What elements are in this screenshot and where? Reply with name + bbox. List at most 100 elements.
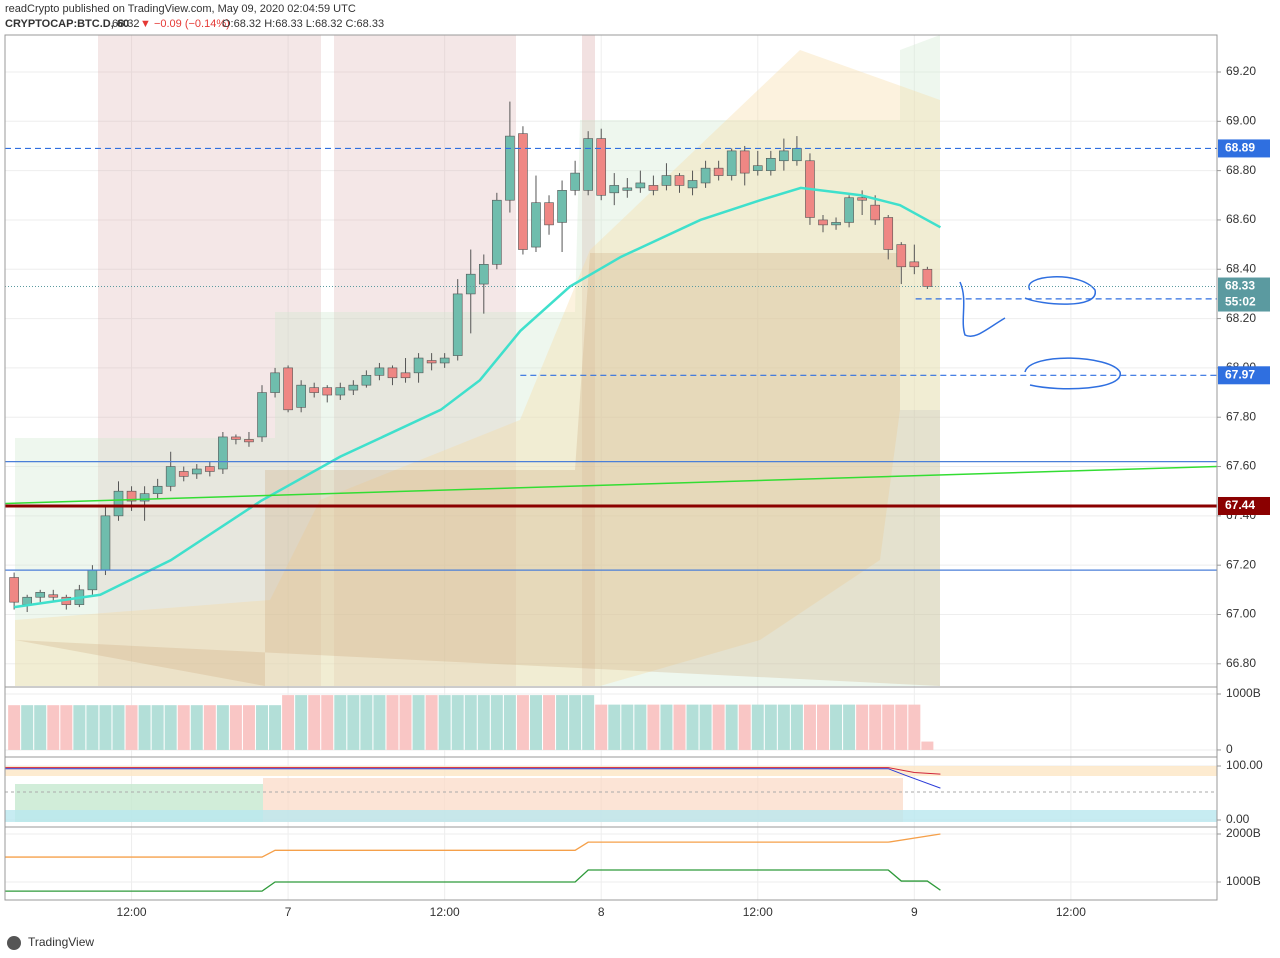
candle-body (9, 577, 19, 603)
y-tick-label: 0 (1226, 742, 1233, 756)
volume-bar (360, 695, 373, 750)
volume-bar (777, 704, 790, 750)
session-band (334, 35, 516, 686)
x-tick-label: 12:00 (430, 905, 460, 919)
volume-bar (908, 704, 921, 750)
candle-body (883, 217, 894, 250)
candle-body (309, 387, 319, 393)
candle-body (465, 273, 476, 295)
volume-bar (269, 705, 282, 750)
candle-body (270, 372, 280, 393)
volume-bar (451, 695, 464, 750)
volume-bar (699, 704, 712, 750)
y-tick-label: 67.80 (1226, 409, 1256, 423)
candle-body (113, 490, 124, 517)
volume-bar (138, 705, 151, 750)
candle-body (635, 182, 646, 189)
x-tick-label: 9 (911, 905, 918, 919)
overlay-shading (5, 35, 1217, 822)
y-tick-label: 67.60 (1226, 459, 1256, 473)
volume-bar (190, 705, 203, 750)
candle-body (870, 204, 880, 221)
candle-body (152, 485, 163, 494)
volume-bar (216, 705, 229, 750)
volume-bar (843, 704, 856, 750)
price-label: 68.33 (1225, 279, 1255, 293)
ohlc: O:68.32 H:68.33 L:68.32 C:68.33 (222, 18, 384, 30)
x-tick-label: 12:00 (743, 905, 773, 919)
price-label-bg (1218, 277, 1270, 312)
price-label-bg (1218, 366, 1270, 385)
indicator-band (5, 810, 1217, 822)
volume-bar (86, 705, 99, 750)
candle-body (505, 135, 515, 201)
candle-body (178, 471, 189, 477)
candle-body (244, 439, 254, 443)
y-tick-label: 1000B (1226, 686, 1261, 700)
cloud-zone (15, 253, 940, 686)
y-tick-label: 68.20 (1226, 311, 1256, 325)
volume-bar (347, 695, 360, 750)
line-series (5, 768, 941, 789)
volume-bar (790, 704, 803, 750)
volume-bar (34, 705, 47, 750)
candle-body (335, 387, 346, 396)
volume-bar (764, 704, 777, 750)
volume-bar (751, 704, 764, 750)
volume-bar (438, 695, 451, 750)
candle-body (726, 150, 737, 176)
volume-bar (399, 695, 412, 750)
candle-body (831, 222, 841, 226)
candle-body (557, 190, 567, 223)
candle-body (687, 180, 698, 189)
candle-body (674, 175, 685, 186)
volume-bar (477, 695, 490, 750)
logo (7, 936, 21, 950)
volume-bar (830, 704, 843, 750)
x-tick-label: 12:00 (1056, 905, 1086, 919)
volume-bar (686, 704, 699, 750)
volume-bar (60, 705, 73, 750)
author: readCrypto published on TradingView.com,… (5, 3, 356, 15)
candle-body (622, 187, 633, 191)
volume-bar (125, 705, 138, 750)
volume-bar (660, 704, 673, 750)
candle-body (139, 493, 150, 502)
x-tick-label: 7 (285, 905, 292, 919)
session-band (582, 35, 595, 686)
candle-body (322, 387, 333, 396)
volume-bar (738, 704, 751, 750)
volume-bar (490, 695, 503, 750)
y-tick-label: 69.20 (1226, 64, 1256, 78)
candle-body (165, 466, 176, 487)
line-series (5, 869, 941, 892)
y-tick-label: 68.40 (1226, 261, 1256, 275)
volume-bar (295, 695, 308, 750)
price-label: 67.97 (1225, 367, 1255, 381)
volume-bar (151, 705, 164, 750)
y-tick-label: 67.20 (1226, 557, 1256, 571)
candle-body (531, 202, 541, 248)
volume-bar (8, 705, 21, 750)
green-zone (15, 35, 940, 686)
volume-bar (242, 705, 255, 750)
candle-body (779, 150, 789, 162)
candle-body (439, 357, 450, 364)
volume-bar (334, 695, 347, 750)
volume-bar (673, 704, 686, 750)
candle-body (896, 244, 907, 268)
candle-body (700, 167, 711, 184)
y-tick-label: 0.00 (1226, 812, 1250, 826)
volume-bar (712, 704, 725, 750)
line-series (5, 767, 941, 775)
candle-body (257, 392, 267, 438)
plot-border (4, 34, 1218, 901)
volume-bar (869, 704, 882, 750)
volume-bar (177, 705, 190, 750)
candle-body (583, 138, 593, 191)
candle-body (766, 157, 776, 171)
volume-bar (803, 704, 816, 750)
volume-bar (47, 705, 60, 750)
candle-body (478, 264, 489, 285)
